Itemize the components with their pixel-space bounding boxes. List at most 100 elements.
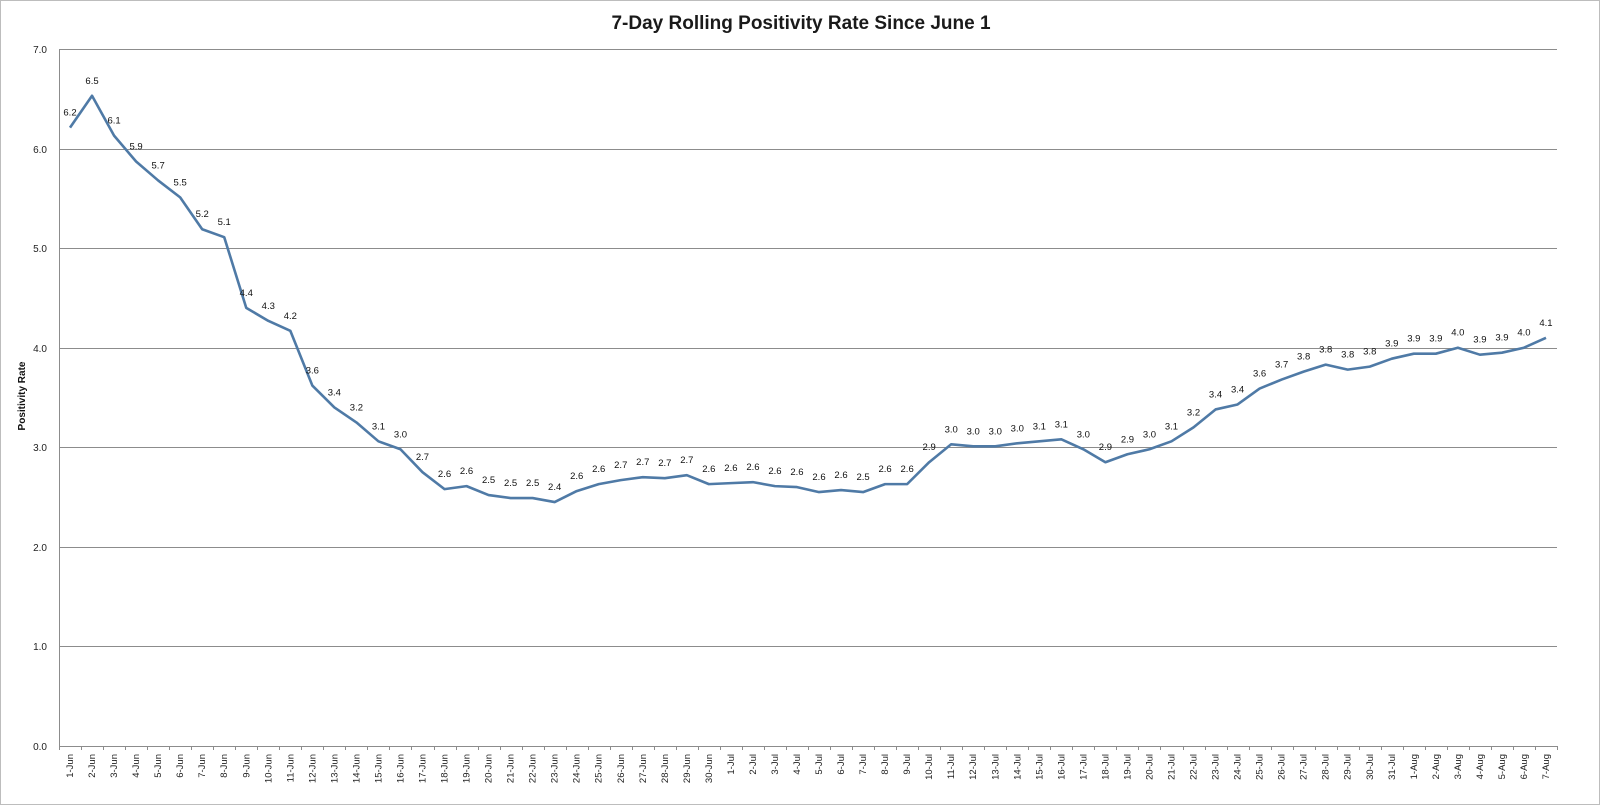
data-label: 2.6 xyxy=(570,471,583,482)
x-tick-label: 1-Jul xyxy=(726,754,737,775)
x-tick-label: 28-Jun xyxy=(660,754,671,783)
x-tick-label: 2-Aug xyxy=(1431,754,1442,779)
data-label: 2.5 xyxy=(482,475,495,486)
data-label: 4.4 xyxy=(240,288,253,299)
x-tick-label: 24-Jul xyxy=(1233,754,1244,780)
x-tick-label: 2-Jun xyxy=(87,754,98,778)
data-label: 3.8 xyxy=(1319,345,1332,356)
x-tick-label: 30-Jun xyxy=(704,754,715,783)
x-tick-label: 16-Jun xyxy=(395,754,406,783)
x-tick-label: 22-Jul xyxy=(1189,754,1200,780)
y-tick-label: 2.0 xyxy=(33,543,47,554)
data-label: 3.9 xyxy=(1473,335,1486,346)
data-label: 4.3 xyxy=(262,301,275,312)
data-label: 2.9 xyxy=(1121,434,1134,445)
x-tick-label: 19-Jun xyxy=(462,754,473,783)
x-tick-label: 11-Jul xyxy=(946,754,957,779)
y-axis-ticks: 0.0 1.0 2.0 3.0 4.0 5.0 6.0 7.0 xyxy=(33,45,47,753)
x-tick-label: 7-Jul xyxy=(858,754,869,775)
y-tick-label: 7.0 xyxy=(33,45,47,56)
x-tick-label: 29-Jun xyxy=(682,754,693,783)
data-label: 4.0 xyxy=(1451,328,1464,339)
x-tick-label: 26-Jul xyxy=(1277,754,1288,780)
data-label: 2.5 xyxy=(504,478,517,489)
data-label: 2.6 xyxy=(746,462,759,473)
x-tick-label: 2-Jul xyxy=(748,754,759,775)
x-tick-label: 21-Jun xyxy=(506,754,517,783)
data-label: 2.5 xyxy=(856,472,869,483)
data-label: 3.9 xyxy=(1429,334,1442,345)
x-tick-label: 20-Jul xyxy=(1144,754,1155,780)
data-labels: 6.2 6.5 6.1 5.9 5.7 5.5 5.2 5.1 4.4 4.3 4.2 3.6 3.4 3… xyxy=(63,76,1552,493)
data-label: 2.6 xyxy=(901,464,914,475)
x-tick-label: 6-Jun xyxy=(175,754,186,778)
data-label: 3.9 xyxy=(1495,333,1508,344)
data-label: 3.0 xyxy=(1077,429,1090,440)
x-tick-label: 5-Aug xyxy=(1497,754,1508,779)
data-label: 3.0 xyxy=(1011,423,1024,434)
x-tick-label: 5-Jul xyxy=(814,754,825,775)
data-label: 3.4 xyxy=(1209,389,1222,400)
x-tick-label: 15-Jul xyxy=(1034,754,1045,780)
x-tick-label: 27-Jul xyxy=(1299,754,1310,780)
x-tick-label: 20-Jun xyxy=(484,754,495,783)
data-label: 2.7 xyxy=(680,455,693,466)
data-label: 2.7 xyxy=(636,457,649,468)
x-tick-label: 21-Jul xyxy=(1166,754,1177,780)
x-tick-label: 1-Jun xyxy=(65,754,76,778)
data-label: 2.7 xyxy=(416,452,429,463)
data-label: 3.8 xyxy=(1341,350,1354,361)
data-label: 5.1 xyxy=(218,217,231,228)
series-line xyxy=(68,94,1547,504)
data-label: 3.0 xyxy=(945,424,958,435)
x-tick-label: 14-Jul xyxy=(1012,754,1023,780)
data-label: 6.1 xyxy=(107,116,120,127)
x-tick-label: 13-Jul xyxy=(990,754,1001,780)
x-tick-label: 29-Jul xyxy=(1343,754,1354,780)
data-label: 3.4 xyxy=(328,387,341,398)
x-tick-label: 10-Jun xyxy=(263,754,274,783)
x-tick-label: 17-Jul xyxy=(1078,754,1089,780)
data-label: 3.6 xyxy=(306,366,319,377)
x-axis-ticks: 1-Jun 2-Jun 3-Jun 4-Jun 5-Jun 6-Jun 7-Jun 8-Jun… xyxy=(59,746,1558,783)
data-label: 3.2 xyxy=(1187,407,1200,418)
x-tick-label: 10-Jul xyxy=(924,754,935,780)
x-tick-label: 18-Jul xyxy=(1100,754,1111,780)
x-tick-label: 17-Jun xyxy=(417,754,428,783)
x-tick-label: 18-Jun xyxy=(440,754,451,783)
data-label: 2.6 xyxy=(592,464,605,475)
data-label: 2.9 xyxy=(1099,442,1112,453)
x-tick-label: 3-Aug xyxy=(1453,754,1464,779)
x-tick-label: 7-Jun xyxy=(197,754,208,778)
x-tick-label: 8-Jun xyxy=(219,754,230,778)
x-tick-label: 28-Jul xyxy=(1321,754,1332,780)
data-label: 3.1 xyxy=(1055,419,1068,430)
data-label: 5.5 xyxy=(174,177,187,188)
x-tick-label: 6-Aug xyxy=(1519,754,1530,779)
y-tick-label: 1.0 xyxy=(33,642,47,653)
data-label: 3.0 xyxy=(989,426,1002,437)
x-tick-label: 9-Jun xyxy=(241,754,252,778)
data-label: 2.6 xyxy=(438,469,451,480)
x-tick-label: 25-Jul xyxy=(1255,754,1266,780)
x-tick-label: 3-Jun xyxy=(109,754,120,778)
x-tick-label: 9-Jul xyxy=(902,754,913,775)
y-tick-label: 0.0 xyxy=(33,742,47,753)
y-tick-label: 3.0 xyxy=(33,443,47,454)
data-label: 5.9 xyxy=(129,142,142,153)
x-tick-label: 19-Jul xyxy=(1122,754,1133,780)
data-label: 6.5 xyxy=(85,76,98,87)
data-label: 4.1 xyxy=(1539,318,1552,329)
data-label: 3.6 xyxy=(1253,369,1266,380)
data-label: 4.0 xyxy=(1517,328,1530,339)
data-label: 3.4 xyxy=(1231,384,1244,395)
x-tick-label: 4-Jun xyxy=(131,754,142,778)
x-tick-label: 5-Jun xyxy=(153,754,164,778)
x-tick-label: 4-Jul xyxy=(792,754,803,775)
x-tick-label: 30-Jul xyxy=(1365,754,1376,780)
data-label: 3.2 xyxy=(350,402,363,413)
data-label: 5.7 xyxy=(152,160,165,171)
x-tick-label: 23-Jul xyxy=(1211,754,1222,780)
data-label: 2.6 xyxy=(460,466,473,477)
